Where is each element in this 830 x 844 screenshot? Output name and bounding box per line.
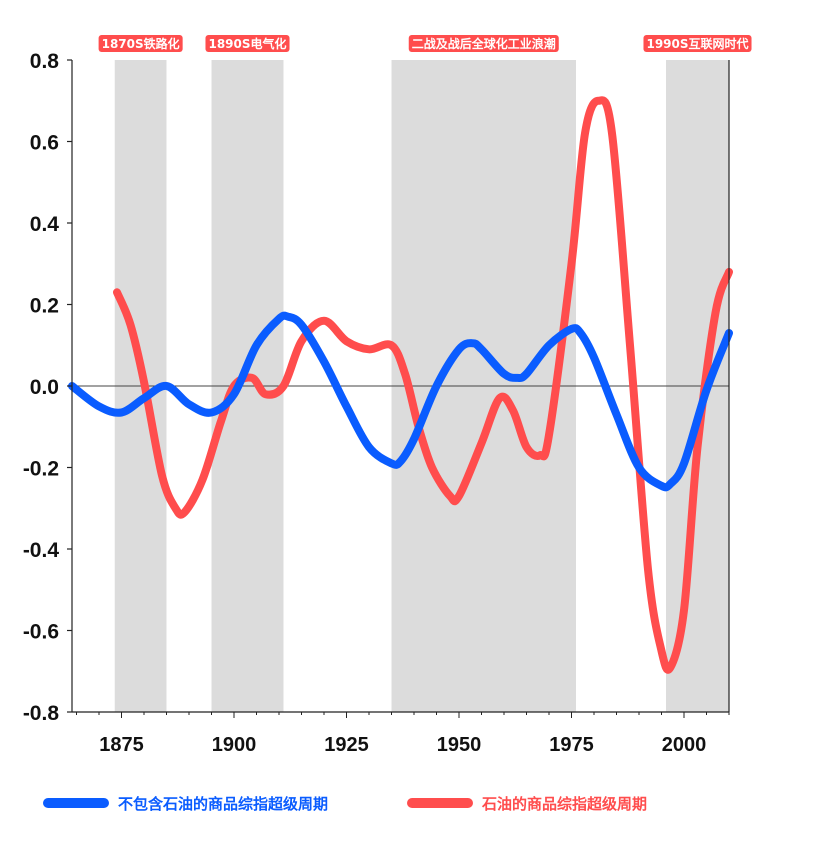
series-line-2 bbox=[113, 96, 733, 674]
legend-label-2: 石油的商品综指超级周期 bbox=[481, 795, 647, 813]
axes: 0.8 0.6 0.4 0.2 0.0 -0.2 -0.4 -0.6 -0.8 1875 1900 1… bbox=[23, 50, 730, 756]
y-tick-label: -0.2 bbox=[23, 458, 59, 481]
period-label-text: 1890S电气化 bbox=[208, 36, 286, 51]
period-label-text: 二战及战后全球化工业浪潮 bbox=[412, 36, 556, 51]
y-tick-label: 0.0 bbox=[30, 376, 59, 399]
y-tick-label: 0.8 bbox=[30, 50, 60, 73]
y-tick-label: -0.6 bbox=[23, 621, 59, 644]
series-line-1 bbox=[68, 311, 733, 492]
period-labels: 1870S铁路化 1890S电气化 二战及战后全球化工业浪潮 1990S互联网时代 bbox=[98, 35, 752, 52]
x-tick-label: 1950 bbox=[437, 734, 482, 756]
series-lines bbox=[68, 96, 733, 674]
legend: 不包含石油的商品综指超级周期 石油的商品综指超级周期 bbox=[43, 795, 647, 813]
period-label: 1890S电气化 bbox=[205, 35, 290, 52]
x-tick-label: 1925 bbox=[324, 734, 369, 756]
period-label-text: 1990S互联网时代 bbox=[646, 36, 748, 51]
x-tick-label: 1900 bbox=[212, 734, 257, 756]
x-tick-label: 1875 bbox=[99, 734, 144, 756]
period-label-bg bbox=[205, 35, 290, 52]
period-label: 1990S互联网时代 bbox=[643, 35, 752, 52]
legend-label-1: 不包含石油的商品综指超级周期 bbox=[118, 795, 328, 813]
y-tick-label: -0.4 bbox=[23, 539, 60, 562]
period-label: 二战及战后全球化工业浪潮 bbox=[408, 35, 559, 52]
period-label-text: 1870S铁路化 bbox=[102, 36, 180, 51]
period-label: 1870S铁路化 bbox=[98, 35, 183, 52]
y-tick-label: -0.8 bbox=[23, 702, 60, 725]
y-tick-label: 0.6 bbox=[30, 132, 59, 155]
y-tick-label: 0.4 bbox=[30, 213, 60, 236]
x-tick-label: 2000 bbox=[662, 734, 707, 756]
x-tick-label: 1975 bbox=[549, 734, 594, 756]
y-tick-label: 0.2 bbox=[30, 295, 59, 318]
period-label-bg bbox=[408, 35, 559, 52]
period-label-bg bbox=[643, 35, 752, 52]
period-label-bg bbox=[98, 35, 183, 52]
